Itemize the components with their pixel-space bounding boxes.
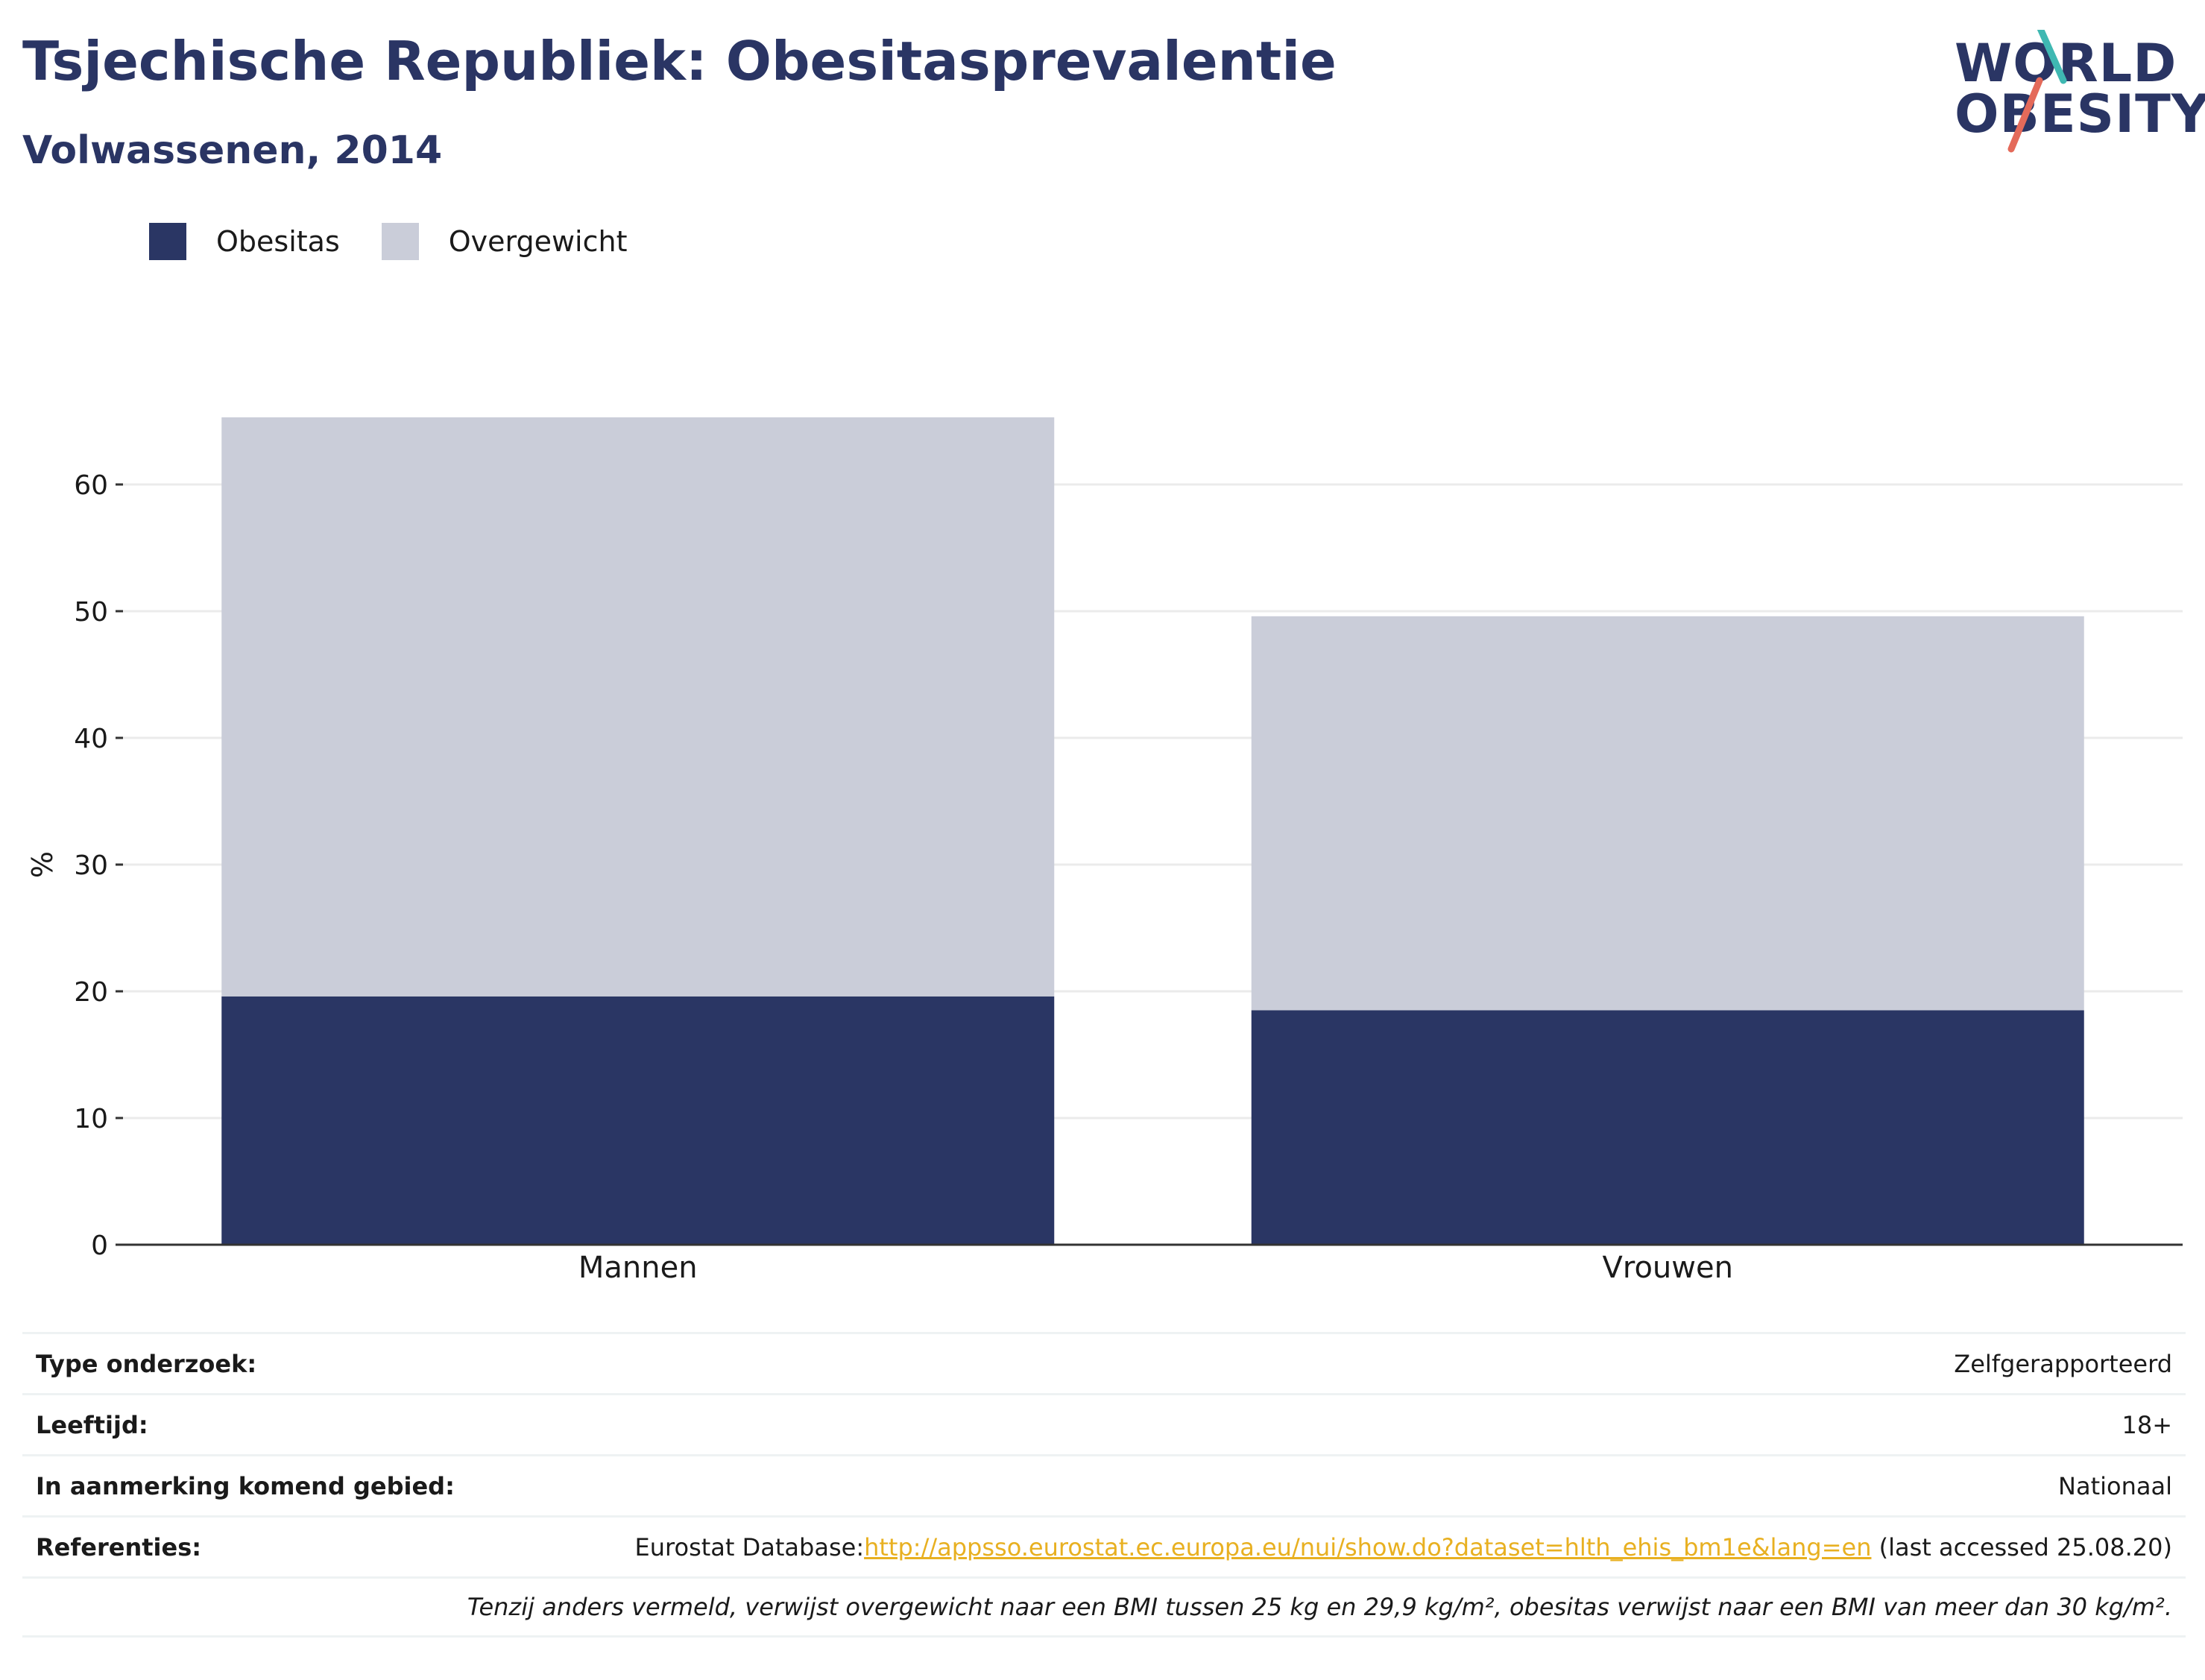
y-tick-label: 40 <box>74 724 108 754</box>
info-label: In aanmerking komend gebied: <box>36 1471 455 1500</box>
logo-line-2: OBESITY <box>1955 83 2205 145</box>
y-tick-label: 0 <box>91 1231 108 1261</box>
legend-swatch-obesitas <box>149 223 186 260</box>
info-value: Nationaal <box>2058 1471 2172 1500</box>
y-tick-label: 60 <box>74 470 108 501</box>
references-suffix: (last accessed 25.08.20) <box>1871 1532 2172 1561</box>
info-row-survey-type: Type onderzoek: Zelfgerapporteerd <box>22 1332 2186 1393</box>
page-title: Tsjechische Republiek: Obesitasprevalent… <box>22 30 1337 92</box>
info-value: 18+ <box>2122 1410 2172 1439</box>
info-value: Zelfgerapporteerd <box>1954 1349 2172 1378</box>
bar-obesitas-vrouwen <box>1251 1010 2084 1245</box>
legend-item-obesitas: Obesitas <box>149 223 340 260</box>
references-prefix: Eurostat Database: <box>634 1532 865 1561</box>
info-row-area: In aanmerking komend gebied: Nationaal <box>22 1454 2186 1515</box>
info-row-references: Referenties: Eurostat Database:http://ap… <box>22 1515 2186 1576</box>
references-link[interactable]: http://appsso.eurostat.ec.europa.eu/nui/… <box>864 1532 1872 1561</box>
logo-line-1: WORLD <box>1955 33 2177 94</box>
info-label: Referenties: <box>36 1532 202 1561</box>
y-tick-label: 20 <box>74 977 108 1008</box>
legend-label-obesitas: Obesitas <box>216 225 340 258</box>
y-tick-label: 50 <box>74 597 108 628</box>
bar-chart: 0 10 20 30 40 50 60% Mannen Vrouwen <box>26 417 2183 1285</box>
references-value: Eurostat Database:http://appsso.eurostat… <box>635 1533 2172 1561</box>
world-obesity-logo: WORLD OBESITY <box>1938 30 2205 157</box>
info-table: Type onderzoek: Zelfgerapporteerd Leefti… <box>22 1332 2186 1638</box>
legend-swatch-overgewicht <box>381 223 419 260</box>
logo-slash-icon <box>2007 30 2067 153</box>
footnote: Tenzij anders vermeld, verwijst overgewi… <box>467 1593 2172 1621</box>
x-tick-label: Vrouwen <box>1603 1251 1733 1285</box>
chart-legend: Obesitas Overgewicht <box>149 221 669 262</box>
info-row-footnote: Tenzij anders vermeld, verwijst overgewi… <box>22 1576 2186 1638</box>
info-label: Type onderzoek: <box>36 1349 257 1378</box>
y-tick-label: 30 <box>74 850 108 881</box>
info-label: Leeftijd: <box>36 1410 148 1439</box>
bar-obesitas-mannen <box>221 996 1055 1245</box>
legend-label-overgewicht: Overgewicht <box>448 225 628 258</box>
bar-overgewicht-vrouwen <box>1251 616 2084 1011</box>
x-tick-label: Mannen <box>578 1251 698 1285</box>
y-tick-label: 10 <box>74 1104 108 1134</box>
legend-item-overgewicht: Overgewicht <box>381 223 628 260</box>
y-axis-label: % <box>26 851 59 878</box>
page-subtitle: Volwassenen, 2014 <box>22 128 443 173</box>
info-row-age: Leeftijd: 18+ <box>22 1393 2186 1454</box>
bar-overgewicht-mannen <box>221 417 1055 997</box>
